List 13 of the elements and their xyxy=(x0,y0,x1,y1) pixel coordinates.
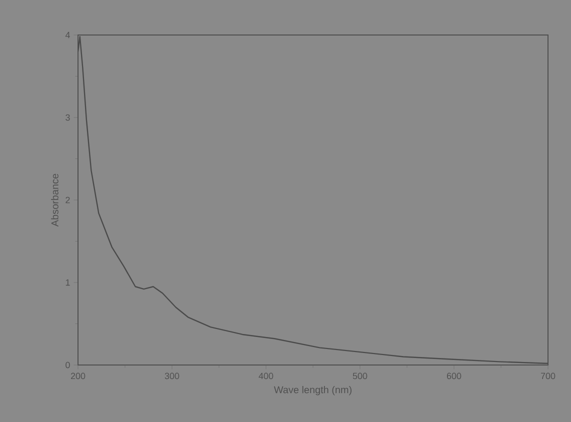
x-tick-label: 400 xyxy=(258,372,274,380)
y-tick-label: 3 xyxy=(66,114,70,121)
x-tick-label: 300 xyxy=(164,372,180,380)
y-tick-label: 2 xyxy=(66,196,70,204)
y-tick-label: 1 xyxy=(66,279,70,286)
x-tick-label: 600 xyxy=(446,372,462,380)
x-tick-label: 700 xyxy=(540,372,556,380)
y-tick-label: 4 xyxy=(65,32,70,38)
y-axis-title: Absorbance xyxy=(51,174,58,227)
x-tick-label: 200 xyxy=(70,372,86,380)
x-tick-label: 500 xyxy=(352,372,368,380)
y-tick-label: 0 xyxy=(66,362,70,368)
x-axis-title: Wave length (nm) xyxy=(274,386,352,396)
